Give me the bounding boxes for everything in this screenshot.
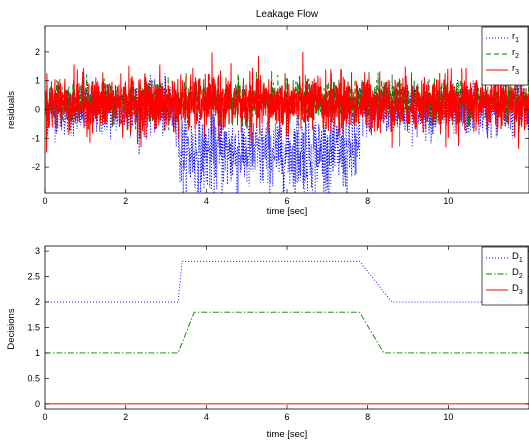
legend-subscript: 1	[519, 257, 523, 264]
y-tick-label: 2.5	[27, 272, 40, 282]
residuals-panel: Leakage Flow residuals time [sec] 0 2 4 6 8 1…	[6, 9, 529, 217]
legend-label: r2	[512, 47, 519, 60]
y-axis-label: Decisions	[6, 308, 17, 349]
x-tick-label: 2	[123, 196, 128, 206]
x-tick-label: 0	[42, 196, 47, 206]
y-tick-label: -2	[32, 162, 40, 172]
legend-label: D3	[512, 283, 523, 296]
legend: D1 D2 D3	[481, 246, 529, 306]
y-tick-label: 0.5	[27, 373, 40, 383]
series-group	[45, 260, 529, 405]
series-line-r3	[45, 52, 529, 153]
plot-area	[44, 245, 529, 410]
legend-subscript: 3	[515, 69, 519, 76]
x-tick-label: 4	[204, 412, 209, 422]
series-group	[45, 52, 529, 193]
y-tick-label: 0	[35, 399, 40, 409]
x-axis-label: time [sec]	[267, 429, 308, 440]
x-axis-label: time [sec]	[267, 206, 308, 217]
y-tick-label: 3	[35, 246, 40, 256]
y-tick-label: 2	[35, 297, 40, 307]
y-tick-label: 1	[35, 76, 40, 86]
chart-title: Leakage Flow	[256, 9, 319, 20]
x-tick-label: 4	[204, 196, 209, 206]
x-tick-label: 0	[42, 412, 47, 422]
x-tick-label: 10	[443, 412, 453, 422]
x-tick-label: 8	[365, 196, 370, 206]
y-tick-label: 1.5	[27, 323, 40, 333]
legend-subscript: 2	[519, 273, 523, 280]
x-tick-label: 6	[284, 412, 289, 422]
legend-subscript: 3	[519, 289, 523, 296]
y-tick-label: -1	[32, 133, 40, 143]
x-tick-label: 8	[365, 412, 370, 422]
legend-label: r1	[512, 31, 519, 44]
series-line-D1	[45, 260, 529, 303]
y-tick-label: 2	[35, 47, 40, 57]
x-tick-label: 2	[123, 412, 128, 422]
y-tick-label: 0	[35, 105, 40, 115]
legend-label: D1	[512, 251, 523, 264]
legend-box	[481, 246, 529, 306]
y-axis-label: residuals	[6, 91, 17, 129]
legend-label: r3	[512, 63, 519, 76]
legend-label: D2	[512, 267, 523, 280]
x-tick-label: 10	[443, 196, 453, 206]
x-tick-label: 6	[284, 196, 289, 206]
legend-subscript: 2	[515, 53, 519, 60]
legend: r1 r2 r3	[481, 26, 529, 86]
legend-box	[481, 26, 529, 86]
legend-subscript: 1	[515, 37, 519, 44]
y-tick-label: 1	[35, 348, 40, 358]
decisions-panel: Decisions time [sec] 0 2 4 6 8 10 0 0.5 1 1.5 2 2.5…	[6, 245, 529, 440]
